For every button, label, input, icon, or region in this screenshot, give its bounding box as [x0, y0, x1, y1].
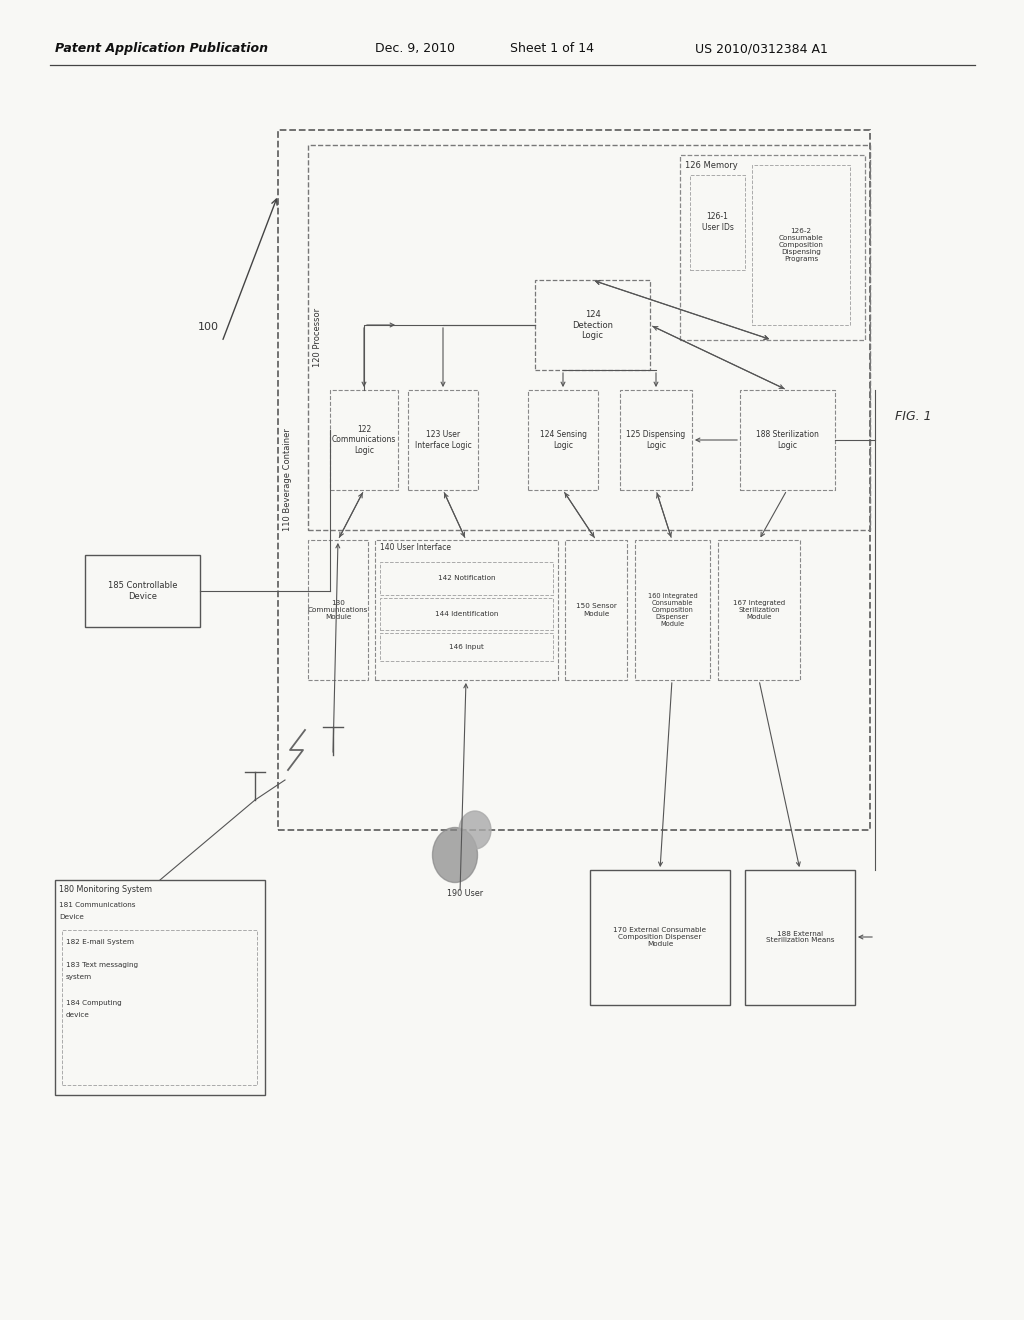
Text: US 2010/0312384 A1: US 2010/0312384 A1 — [695, 42, 827, 55]
Text: 110 Beverage Container: 110 Beverage Container — [284, 429, 293, 532]
Bar — [635, 540, 710, 680]
Bar — [620, 389, 692, 490]
Text: FIG. 1: FIG. 1 — [895, 411, 932, 422]
Text: 124
Detection
Logic: 124 Detection Logic — [572, 310, 613, 339]
Bar — [740, 389, 835, 490]
Ellipse shape — [432, 828, 477, 883]
Text: 150 Sensor
Module: 150 Sensor Module — [575, 603, 616, 616]
Text: Sheet 1 of 14: Sheet 1 of 14 — [510, 42, 594, 55]
Text: device: device — [66, 1012, 90, 1018]
Bar — [55, 880, 265, 1096]
Text: system: system — [66, 974, 92, 979]
Text: 140 User Interface: 140 User Interface — [380, 544, 451, 553]
Bar — [330, 389, 398, 490]
Bar — [690, 176, 745, 271]
Bar — [752, 165, 850, 325]
Text: 126-2
Consumable
Composition
Dispensing
Programs: 126-2 Consumable Composition Dispensing … — [778, 228, 823, 261]
Bar — [85, 554, 200, 627]
Text: 184 Computing: 184 Computing — [66, 1001, 122, 1006]
Text: 144 Identification: 144 Identification — [435, 611, 499, 616]
Bar — [380, 598, 553, 630]
Bar — [308, 540, 368, 680]
Bar — [535, 280, 650, 370]
Text: 180 Monitoring System: 180 Monitoring System — [59, 886, 153, 895]
Ellipse shape — [459, 810, 490, 849]
Text: 190 User: 190 User — [446, 888, 483, 898]
Bar — [565, 540, 627, 680]
Bar — [380, 634, 553, 661]
Bar — [62, 931, 257, 1085]
Bar — [528, 389, 598, 490]
Bar — [745, 870, 855, 1005]
Text: 100: 100 — [198, 322, 219, 333]
Text: 188 External
Sterilization Means: 188 External Sterilization Means — [766, 931, 835, 944]
Text: Dec. 9, 2010: Dec. 9, 2010 — [375, 42, 455, 55]
Text: 183 Text messaging: 183 Text messaging — [66, 962, 138, 968]
Text: 125 Dispensing
Logic: 125 Dispensing Logic — [627, 430, 686, 450]
Text: 170 External Consumable
Composition Dispenser
Module: 170 External Consumable Composition Disp… — [613, 927, 707, 946]
Text: 185 Controllable
Device: 185 Controllable Device — [108, 581, 177, 601]
Bar — [375, 540, 558, 680]
Text: 124 Sensing
Logic: 124 Sensing Logic — [540, 430, 587, 450]
Text: 122
Communications
Logic: 122 Communications Logic — [332, 425, 396, 455]
Text: 160 Integrated
Consumable
Composition
Dispenser
Module: 160 Integrated Consumable Composition Di… — [647, 593, 697, 627]
Bar — [590, 870, 730, 1005]
Text: 126-1
User IDs: 126-1 User IDs — [701, 213, 733, 232]
Text: 182 E-mail System: 182 E-mail System — [66, 939, 134, 945]
Bar — [680, 154, 865, 341]
Text: 181 Communications: 181 Communications — [59, 902, 135, 908]
Text: Patent Application Publication: Patent Application Publication — [55, 42, 268, 55]
Text: 142 Notification: 142 Notification — [437, 576, 496, 581]
Bar — [380, 562, 553, 595]
Text: 120 Processor: 120 Processor — [313, 308, 323, 367]
Text: 126 Memory: 126 Memory — [685, 161, 737, 169]
Bar — [408, 389, 478, 490]
Text: 167 Integrated
Sterilization
Module: 167 Integrated Sterilization Module — [733, 601, 785, 620]
Text: Device: Device — [59, 913, 84, 920]
Bar — [278, 129, 870, 830]
Text: 130
Communications
Module: 130 Communications Module — [308, 601, 369, 620]
Text: 146 Input: 146 Input — [450, 644, 484, 649]
Bar — [718, 540, 800, 680]
Text: 123 User
Interface Logic: 123 User Interface Logic — [415, 430, 471, 450]
Bar — [308, 145, 870, 531]
Text: 188 Sterilization
Logic: 188 Sterilization Logic — [756, 430, 819, 450]
